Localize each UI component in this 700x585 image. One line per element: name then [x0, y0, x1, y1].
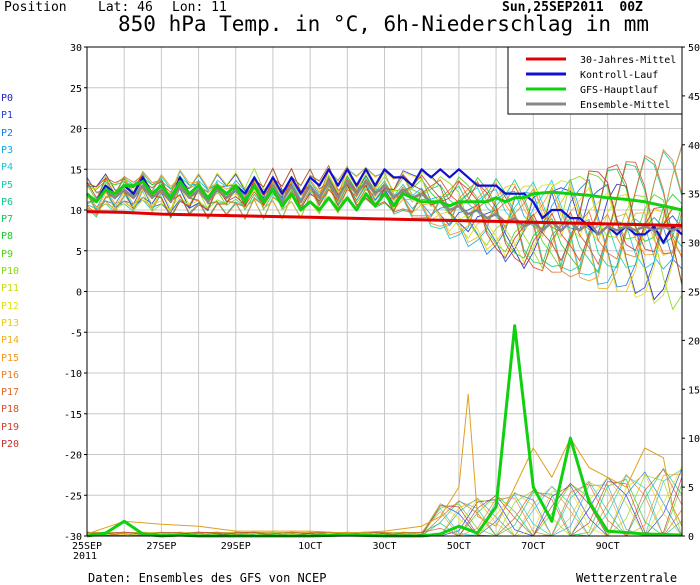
y-right-tick-label: 0 [688, 532, 694, 543]
series-line-30-jahres-mittel [86, 210, 683, 227]
grid [86, 46, 683, 537]
y-right-tick-label: 20 [688, 336, 700, 347]
y-left-tick-label: 0 [76, 288, 82, 299]
y-right-tick-label: 30 [688, 239, 700, 250]
ensemble-label-p9: P9 [1, 248, 14, 260]
ensemble-label-p19: P19 [1, 421, 20, 433]
ensemble-line-p19 [86, 164, 683, 266]
y-right-tick-label: 15 [688, 385, 700, 396]
series-line-gfs-hauptlauf [86, 180, 683, 212]
x-tick-label: 29SEP [221, 541, 251, 552]
y-right-tick-label: 5 [688, 483, 694, 494]
legend-entry-label: GFS-Hauptlauf [580, 85, 658, 96]
legend: 30-Jahres-Mittel Kontroll-Lauf GFS-Hauptla… [507, 46, 683, 115]
y-left-tick-label: -20 [64, 451, 82, 462]
position-label: Position [4, 0, 67, 15]
series-line-ensemble-niederschlag-maximum [86, 393, 683, 535]
run-date-label: Sun,25SEP2011 00Z [502, 0, 643, 15]
ensemble-label-p13: P13 [1, 317, 20, 329]
ensemble-label-p2: P2 [1, 127, 14, 139]
ensemble-label-p15: P15 [1, 352, 20, 364]
ensemble-label-p7: P7 [1, 214, 14, 226]
x-tick-label: 3OCT [372, 541, 396, 552]
y-left-tick-label: 30 [70, 43, 82, 54]
ensemble-label-p3: P3 [1, 144, 14, 156]
ensemble-label-p14: P14 [1, 335, 20, 347]
legend-entry-label: 30-Jahres-Mittel [580, 55, 676, 66]
brand-label: Wetterzentrale [576, 571, 678, 585]
y-left-tick-label: 20 [70, 125, 82, 136]
ensemble-label-p4: P4 [1, 162, 14, 174]
y-right-tick-label: 40 [688, 141, 700, 152]
y-left-tick-label: 25 [70, 84, 82, 95]
y-right-tick-label: 35 [688, 190, 700, 201]
x-tick-label: 25SEP [72, 541, 102, 552]
lat-label: Lat: 46 [98, 0, 153, 15]
ensemble-label-p8: P8 [1, 231, 14, 243]
y-left-tick-label: 5 [76, 247, 82, 258]
ensemble-label-p11: P11 [1, 283, 20, 295]
ensemble-label-p0: P0 [1, 93, 14, 104]
x-tick-label: 9OCT [596, 541, 620, 552]
chart-title: 850 hPa Temp. in °C, 6h-Niederschlag in … [118, 12, 650, 36]
ensemble-line-p20 [86, 167, 683, 285]
axes: 302520151050-5-10-15-20-25-3050454035302… [64, 43, 700, 562]
ensemble-label-p20: P20 [1, 439, 20, 450]
legend-entry-label: Ensemble-Mittel [580, 100, 670, 111]
y-left-tick-label: -30 [64, 532, 82, 543]
x-tick-label: 7OCT [521, 541, 545, 552]
y-left-tick-label: -10 [64, 369, 82, 380]
ensemble-label-p18: P18 [1, 404, 20, 416]
y-left-tick-label: 10 [70, 206, 82, 217]
legend-entry-label: Kontroll-Lauf [580, 70, 658, 81]
ensemble-label-p6: P6 [1, 196, 14, 208]
ensemble-label-p10: P10 [1, 266, 20, 277]
ensemble-label-p12: P12 [1, 300, 20, 312]
y-left-tick-label: 15 [70, 165, 82, 176]
y-right-tick-label: 25 [688, 288, 700, 299]
data-source-label: Daten: Ensembles des GFS von NCEP [88, 571, 327, 585]
x-tick-label: 27SEP [146, 541, 176, 552]
ensemble-label-p17: P17 [1, 387, 20, 399]
series-line-ensemble-mittel [86, 180, 683, 236]
x-tick-label: 5OCT [447, 541, 471, 552]
y-left-tick-label: -25 [64, 491, 82, 502]
ensemble-label-p5: P5 [1, 179, 14, 191]
y-left-tick-label: -5 [70, 328, 82, 339]
ensemble-label-p1: P1 [1, 110, 14, 122]
y-right-tick-label: 10 [688, 434, 700, 445]
lon-label: Lon: 11 [172, 0, 227, 15]
y-right-tick-label: 50 [688, 43, 700, 54]
x-tick-label: 1OCT [298, 541, 322, 552]
y-right-tick-label: 45 [688, 92, 700, 103]
x-year-label: 2011 [73, 551, 97, 562]
y-left-tick-label: -15 [64, 410, 82, 421]
ensemble-label-p16: P16 [1, 369, 20, 381]
ensemble-line-p17 [86, 154, 683, 273]
